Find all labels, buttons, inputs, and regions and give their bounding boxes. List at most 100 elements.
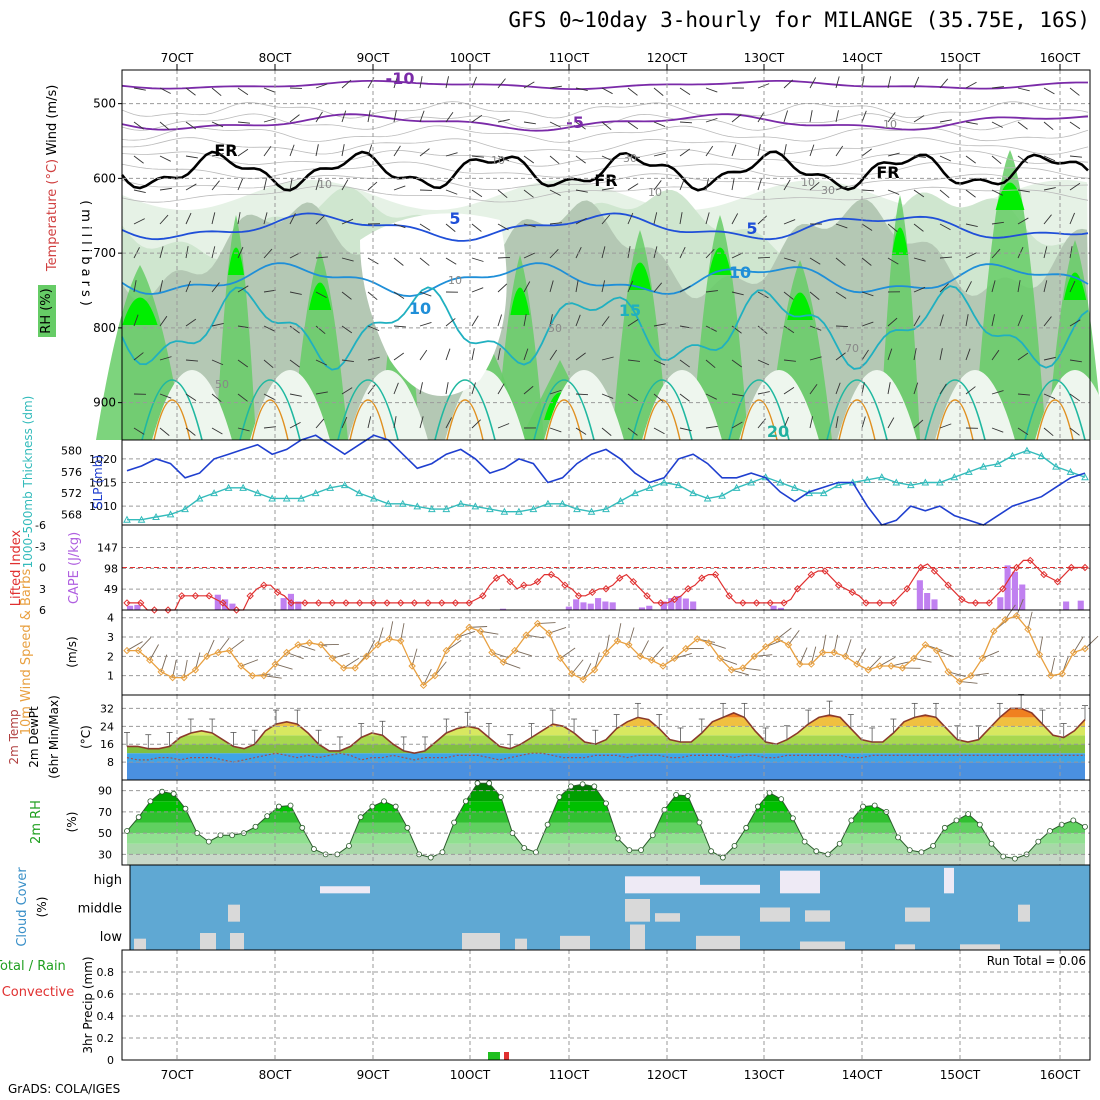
wind-barb (343, 657, 360, 669)
precip-convective-label: Convective (2, 985, 75, 1000)
thickness-point (457, 499, 465, 507)
wind-barb (705, 359, 716, 369)
rh-point (182, 805, 189, 812)
cape-bar (916, 580, 923, 610)
wind-barb (627, 280, 634, 293)
wind-barb (575, 393, 589, 396)
rh-point (147, 798, 154, 805)
wind-point (773, 635, 781, 643)
rh-point (953, 817, 960, 824)
wind-barb (159, 427, 170, 436)
rh-point (988, 840, 995, 847)
top-date-label: 7OCT (161, 51, 194, 65)
thickness-point (544, 499, 552, 507)
wind-barb (133, 87, 146, 91)
wind-point (910, 654, 918, 663)
cape-bar (1077, 600, 1084, 610)
cloud-level-label: middle (78, 902, 122, 917)
wind-barb (185, 318, 197, 327)
wind-barb (367, 110, 371, 123)
wind-barb (315, 215, 325, 225)
rh-point (462, 798, 469, 805)
run-total-label: Run Total = 0.06 (987, 954, 1086, 968)
wind-barb (159, 356, 172, 361)
thickness-point (297, 494, 306, 502)
rh-point (754, 803, 761, 810)
top-date-label: 9OCT (357, 51, 390, 65)
wind-point (682, 644, 690, 653)
wind-barb (471, 382, 476, 395)
wind-barb (549, 280, 554, 293)
wind-point (533, 619, 542, 628)
wind-barb (289, 291, 302, 295)
li-point (1026, 556, 1034, 565)
wind-barb (341, 110, 347, 123)
wind-barb (138, 637, 152, 651)
thickness-point (239, 483, 247, 491)
wind-barb (731, 114, 742, 123)
rh-point (486, 780, 493, 787)
wind-barb (457, 631, 475, 638)
wind-barb (523, 314, 527, 327)
wind-barb (1069, 427, 1080, 436)
wind-barb (211, 359, 224, 366)
li-point (150, 606, 159, 614)
wind-barb (601, 214, 611, 225)
wind-barb (991, 314, 995, 327)
rh-point (895, 834, 901, 841)
wind-point (841, 652, 850, 661)
wind-barb (1017, 314, 1023, 327)
isotherm-20-dome (1024, 379, 1086, 441)
thickness-point (500, 507, 509, 515)
wind-barb (1016, 598, 1024, 616)
rh-core (708, 247, 732, 275)
wind-barb (159, 87, 171, 94)
wind-point (180, 673, 188, 682)
temp-band (127, 717, 1085, 727)
wind-barb (497, 348, 501, 361)
thickness-point (486, 505, 494, 513)
isotherm-25-dome (349, 399, 387, 441)
wind-barb (809, 257, 821, 265)
wind-barb (523, 121, 536, 125)
wind-barb (887, 223, 898, 232)
wind-barb (126, 641, 143, 651)
rh-contour-label: 30 (821, 184, 835, 197)
cape-bar (777, 607, 784, 610)
rh-core (122, 297, 158, 325)
thickness-point (1052, 462, 1060, 470)
cloud-low-bar (960, 944, 1000, 950)
wind-barb (601, 316, 610, 327)
wind-barb (939, 423, 952, 429)
wind-barb (263, 426, 276, 429)
li-point (342, 599, 350, 607)
wind-barb (237, 325, 250, 329)
wind-barb (159, 214, 169, 225)
wind-point (362, 652, 371, 661)
thickness-point (152, 512, 160, 521)
wind-barb (503, 661, 521, 669)
wind-barb (263, 393, 275, 400)
temp-tick-label: 24 (100, 720, 114, 733)
rh-contour-label: 10 (648, 186, 662, 199)
isotherm-label: 10 (729, 263, 751, 282)
wind-barb (185, 155, 198, 159)
cloud-low-bar (895, 944, 915, 950)
rh-bands (127, 783, 1085, 865)
wind-barb (445, 152, 458, 157)
li-point (752, 599, 761, 607)
rh-tick-label: 90 (98, 785, 112, 798)
wind-barb (679, 212, 683, 225)
rh-point (264, 813, 271, 820)
wind-point (818, 648, 827, 657)
rh-point (603, 800, 609, 807)
wind-point (214, 648, 222, 657)
temp-panel (122, 694, 1090, 780)
li-line (127, 559, 1085, 611)
rh-point (135, 814, 142, 821)
wind-barb (731, 291, 744, 296)
wind-barb (315, 391, 328, 395)
wind-barb (1043, 187, 1056, 191)
wind-barb (653, 427, 665, 435)
wind-barb (211, 393, 222, 403)
